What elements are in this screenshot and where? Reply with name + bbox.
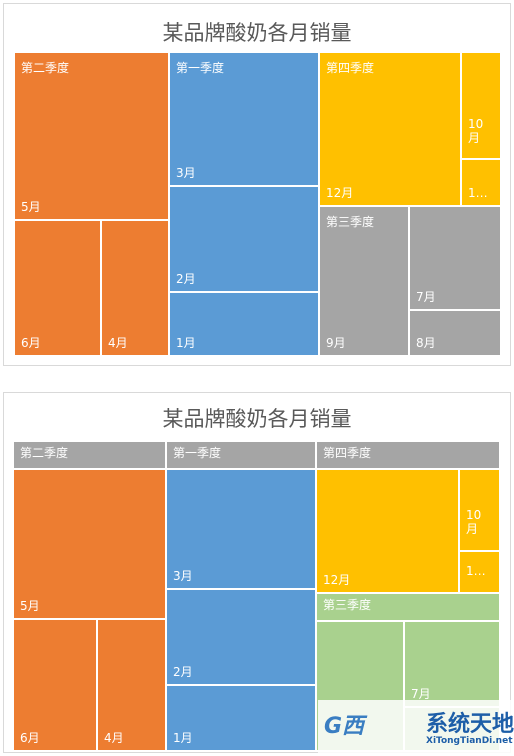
treemap-tile: 6月 [14, 220, 101, 356]
chart-title: 某品牌酸奶各月销量 [162, 21, 352, 45]
treemap-tile: 3月 第一季度 [169, 52, 319, 186]
group-header-label: 第四季度 [323, 446, 372, 460]
tile-label: 8月 [416, 336, 436, 350]
treemap-tile: 7月 [409, 206, 501, 310]
treemap-tile: 12月 [316, 469, 459, 593]
tile-label: 1… [468, 186, 488, 200]
tile-label: 1月 [176, 336, 196, 350]
site-watermark: G西 系统天地 XiTongTianDi.net [318, 700, 514, 756]
treemap-tile: 9月 第三季度 [319, 206, 409, 356]
treemap-tile: 1月 [166, 685, 316, 751]
group-header-label: 第三季度 [323, 598, 372, 612]
treemap-tile: 1月 [169, 292, 319, 356]
group-header: 第二季度 [13, 441, 166, 469]
treemap-tile: 10 月 [461, 52, 501, 159]
group-header: 第三季度 [316, 593, 500, 621]
tile-label: 2月 [173, 665, 193, 679]
group-header-label: 第二季度 [20, 446, 69, 460]
tile-label: 2月 [176, 272, 196, 286]
tile-label: 4月 [108, 336, 128, 350]
tile-label: 7月 [416, 290, 436, 304]
group-header-label: 第一季度 [173, 446, 222, 460]
group-header: 第四季度 [316, 441, 500, 469]
treemap-tile: 3月 [166, 469, 316, 589]
tile-label: 5月 [20, 599, 40, 613]
group-label: 第三季度 [326, 215, 375, 229]
treemap-tile: 1… [459, 551, 500, 593]
group-label: 第四季度 [326, 61, 375, 75]
treemap-chart-2: 某品牌酸奶各月销量 第二季度 5月 6月 4月 第一季度 3月 2月 1月 第四季度 12月 10 … [3, 392, 511, 753]
treemap-tile: 2月 [166, 589, 316, 685]
treemap-tile: 6月 [13, 619, 97, 751]
tile-label: 10 月 [466, 508, 482, 536]
tile-label: 9月 [326, 336, 346, 350]
treemap-tile: 10 月 [459, 469, 500, 551]
treemap-tile: 12月 第四季度 [319, 52, 461, 206]
tile-label: 6月 [20, 731, 40, 745]
watermark-site-name: 系统天地 [426, 712, 514, 737]
tile-label: 6月 [21, 336, 41, 350]
tile-label: 3月 [176, 166, 196, 180]
treemap-tile: 1… [461, 159, 501, 206]
watermark-logo: G西 [324, 714, 365, 739]
tile-label: 5月 [21, 200, 41, 214]
treemap-chart-1: 某品牌酸奶各月销量 5月 第二季度 6月 4月 3月 第一季度 2月 1月 12月 第四季度 10 … [3, 3, 511, 366]
group-label: 第二季度 [21, 61, 70, 75]
treemap-tile: 8月 [409, 310, 501, 356]
tile-label: 1月 [173, 731, 193, 745]
tile-label: 12月 [323, 573, 351, 587]
treemap-tile: 4月 [101, 220, 169, 356]
tile-label: 4月 [104, 731, 124, 745]
treemap-tile: 5月 第二季度 [14, 52, 169, 220]
tile-label: 10 月 [468, 117, 484, 145]
group-label: 第一季度 [176, 61, 225, 75]
tile-label: 1… [466, 564, 486, 578]
tile-label: 7月 [411, 687, 431, 701]
chart-title: 某品牌酸奶各月销量 [162, 407, 352, 431]
treemap-tile: 2月 [169, 186, 319, 292]
tile-label: 3月 [173, 569, 193, 583]
tile-label: 12月 [326, 186, 354, 200]
treemap-tile: 7月 [404, 621, 500, 707]
treemap-tile: 4月 [97, 619, 166, 751]
treemap-tile: 5月 [13, 469, 166, 619]
watermark-url: XiTongTianDi.net [426, 736, 513, 746]
group-header: 第一季度 [166, 441, 316, 469]
